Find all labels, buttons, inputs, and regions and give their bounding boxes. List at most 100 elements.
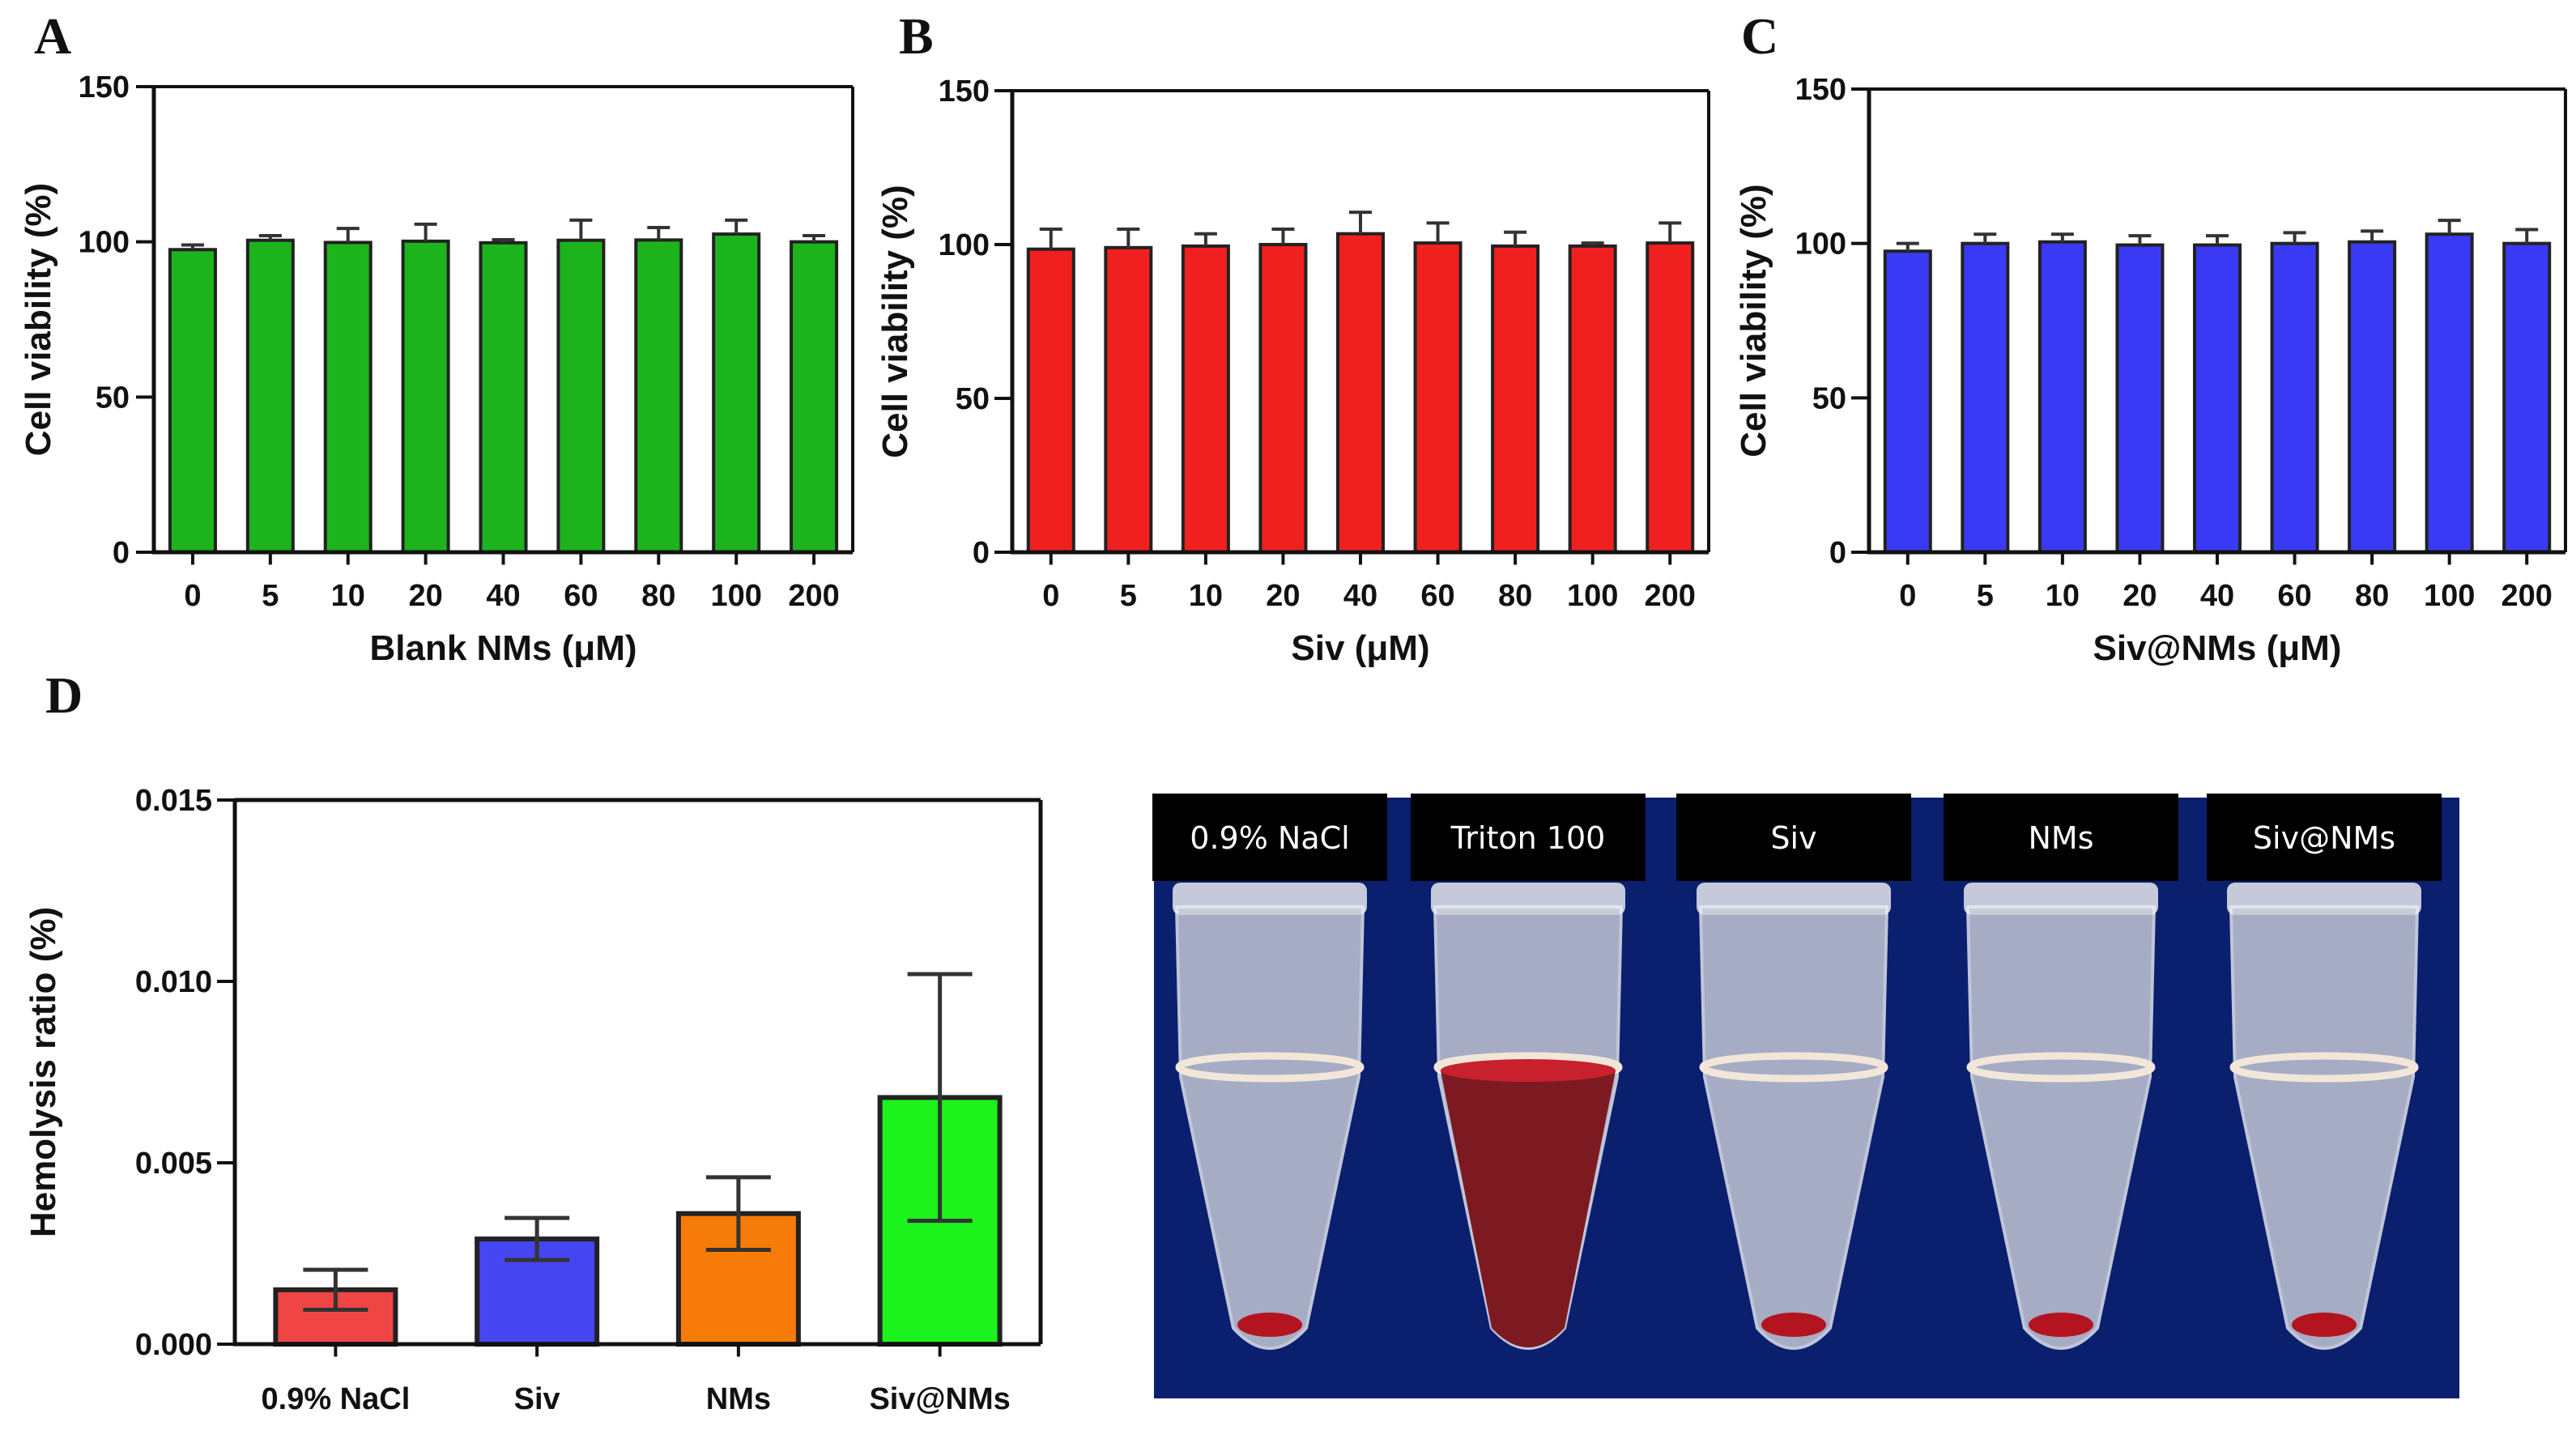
chart-a-xtick-label: 200 (788, 579, 839, 613)
photo-label-box (1676, 794, 1911, 881)
chart-a-xtick-label: 60 (564, 579, 598, 613)
chart-b-error-bar (1581, 241, 1604, 246)
photo-label: Siv (1770, 820, 1816, 856)
chart-d-error-bar (505, 1215, 570, 1262)
chart-d-ytick-label: 0.000 (135, 1328, 212, 1362)
chart-c-xlabel: Siv@NMs (μM) (2093, 628, 2342, 668)
panel-letter-b: B (899, 7, 934, 65)
photo-label: Siv@NMs (2253, 820, 2395, 856)
chart-a-xtick-label: 10 (331, 579, 365, 613)
chart-b-bar (1104, 245, 1153, 554)
chart-c-xtick-label: 5 (1977, 579, 1994, 613)
chart-a: 0 5 10 20 40 60 80 100 200 0 50 100 150 Blank NMs (μM… (19, 70, 854, 668)
chart-c-bar (2425, 232, 2474, 554)
chart-d-ytick-label: 0.015 (135, 784, 212, 818)
chart-b-error-bar (1504, 230, 1527, 246)
chart-b-ytick-label: 100 (939, 228, 990, 262)
chart-a-error-bar (803, 234, 826, 242)
photo-label-box (1152, 794, 1387, 881)
chart-b-xtick-label: 5 (1120, 579, 1137, 613)
chart-b-error-bar (1658, 221, 1682, 244)
chart-b-error-bar (1117, 228, 1140, 248)
chart-b-bar (1568, 244, 1617, 554)
chart-d: 0.9% NaCl Siv NMs Siv@NMs 0.000 0.005 0.010 0.0… (23, 784, 1043, 1416)
chart-c-bar (2193, 243, 2242, 554)
chart-a-xlabel: Blank NMs (μM) (369, 628, 637, 668)
chart-d-xtick-label: Siv (514, 1382, 560, 1416)
photo-label-box (2207, 794, 2442, 881)
chart-d-xtick-label: NMs (706, 1382, 771, 1416)
tube (1697, 883, 1891, 1350)
panel-letter-d: D (45, 666, 83, 724)
chart-c-xtick-label: 200 (2501, 579, 2553, 613)
chart-b-xtick-label: 100 (1567, 579, 1618, 613)
hemolysis-photo: 0.9% NaCl Triton 100 Siv NMs Siv@NMs (1152, 794, 2459, 1398)
chart-a-bar (712, 232, 761, 554)
chart-d-ytick-label: 0.010 (135, 965, 212, 999)
chart-c-labels: 0 5 10 20 40 60 80 100 200 0 50 100 150 Siv@NMs (μM) C… (1734, 73, 2553, 668)
chart-a-error-bar (181, 243, 204, 250)
chart-a-error-bar (569, 218, 593, 240)
chart-a-bar (401, 239, 450, 554)
chart-a-axes (136, 85, 854, 565)
chart-c-error-bar (1974, 232, 1997, 244)
chart-d-bars (273, 972, 1003, 1347)
chart-c-xtick-label: 20 (2123, 579, 2157, 613)
chart-a-ytick-label: 50 (96, 381, 130, 415)
photo-label: Triton 100 (1450, 820, 1606, 856)
chart-d-error-bar (303, 1267, 368, 1312)
chart-a-xtick-label: 100 (710, 579, 761, 613)
chart-b-bar (1181, 244, 1230, 554)
chart-b-bar (1413, 241, 1463, 554)
chart-a-xtick-label: 80 (641, 579, 675, 613)
chart-a-bar (479, 240, 528, 554)
chart-a-bars (168, 218, 839, 554)
photo-tubes (1173, 883, 2421, 1350)
chart-c-bar (1883, 249, 1932, 554)
chart-b-error-bar (1039, 228, 1062, 249)
chart-c-xtick-label: 0 (1899, 579, 1916, 613)
chart-c-bars (1883, 219, 2552, 554)
chart-a-bar (168, 248, 217, 554)
chart-b-bar (1646, 241, 1695, 554)
chart-b-error-bar (1271, 228, 1295, 245)
chart-c-axes (1851, 87, 2567, 565)
chart-c-error-bar (2361, 229, 2384, 242)
chart-a-xtick-label: 5 (262, 579, 279, 613)
chart-c-xtick-label: 40 (2200, 579, 2234, 613)
chart-c-xtick-label: 80 (2355, 579, 2389, 613)
chart-b-axes (994, 89, 1710, 565)
chart-a-xtick-label: 20 (408, 579, 442, 613)
chart-b-xtick-label: 80 (1498, 579, 1532, 613)
chart-c-error-bar (2283, 231, 2306, 244)
tube (1173, 883, 1367, 1350)
chart-a-error-bar (414, 222, 437, 241)
chart-b-bar (1336, 232, 1385, 554)
chart-a-bar (634, 238, 683, 554)
chart-d-error-bar (705, 1175, 771, 1253)
chart-c-error-bar (2206, 234, 2229, 245)
chart-b-error-bar (1194, 232, 1217, 246)
chart-c-error-bar (2050, 232, 2074, 242)
chart-c-xtick-label: 60 (2277, 579, 2311, 613)
chart-c-xtick-label: 100 (2424, 579, 2475, 613)
chart-a-error-bar (725, 218, 748, 235)
panel-letter-c: C (1741, 7, 1778, 65)
chart-c-ytick-label: 150 (1795, 73, 1846, 107)
chart-b-xtick-label: 20 (1266, 579, 1300, 613)
chart-b-bar (1258, 243, 1308, 554)
tube (1431, 883, 1625, 1350)
chart-c-bar (2270, 241, 2319, 554)
chart-c-bar (2115, 243, 2165, 554)
chart-c-error-bar (2515, 228, 2539, 244)
chart-c-xtick-label: 10 (2046, 579, 2080, 613)
photo-labels: 0.9% NaCl Triton 100 Siv NMs Siv@NMs (1152, 794, 2442, 881)
chart-b-xtick-label: 0 (1042, 579, 1059, 613)
chart-c-bar (1961, 241, 2010, 554)
chart-c-ylabel: Cell viability (%) (1734, 184, 1773, 457)
chart-b-ytick-label: 150 (939, 74, 990, 109)
chart-a-error-bar (336, 227, 360, 243)
chart-b-ytick-label: 0 (973, 536, 990, 570)
chart-b-labels: 0 5 10 20 40 60 80 100 200 0 50 100 150 Siv (μM) Cell … (875, 74, 1696, 668)
